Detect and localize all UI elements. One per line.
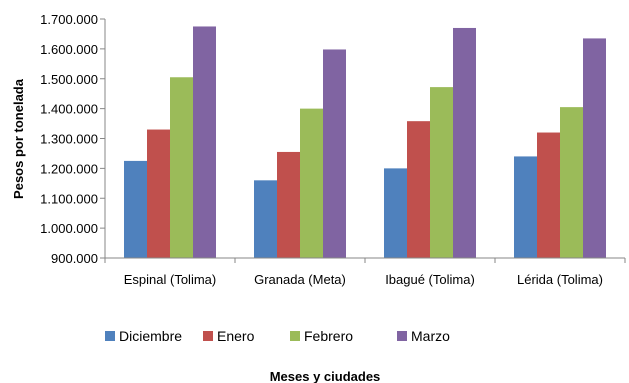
x-category-label: Granada (Meta): [254, 272, 346, 287]
bar-diciembre-1: [124, 160, 147, 258]
y-tick-label: 1.700.000: [40, 12, 98, 27]
y-tick-label: 1.300.000: [40, 132, 98, 147]
bar-febrero-1: [170, 77, 193, 258]
legend-swatch-diciembre: [105, 331, 115, 341]
x-category-label: Ibagué (Tolima): [385, 272, 475, 287]
bars: [124, 26, 606, 259]
bar-febrero-2: [300, 108, 323, 258]
legend-swatch-febrero: [290, 331, 300, 341]
bar-febrero-3: [430, 87, 453, 259]
bar-diciembre-3: [384, 168, 407, 258]
bar-enero-4: [537, 132, 560, 258]
y-tick-label: 1.200.000: [40, 161, 98, 176]
legend-label-enero: Enero: [217, 328, 255, 344]
legend: Diciembre Enero Febrero Marzo: [105, 328, 450, 344]
x-category-label: Espinal (Tolima): [124, 272, 216, 287]
y-tick-label: 1.400.000: [40, 102, 98, 117]
x-category-label: Lérida (Tolima): [517, 272, 603, 287]
legend-swatch-enero: [203, 331, 213, 341]
x-axis-category-labels: Espinal (Tolima) Granada (Meta) Ibagué (To…: [124, 272, 603, 287]
legend-label-febrero: Febrero: [304, 328, 353, 344]
y-axis-title: Pesos por tonelada: [11, 78, 26, 199]
bar-enero-2: [277, 151, 300, 258]
y-tick-label: 1.000.000: [40, 221, 98, 236]
bar-diciembre-2: [254, 180, 277, 258]
bar-diciembre-4: [514, 156, 537, 258]
axes: [104, 19, 626, 263]
bar-marzo-2: [323, 49, 346, 258]
bar-febrero-4: [560, 107, 583, 258]
legend-swatch-marzo: [397, 331, 407, 341]
bar-marzo-4: [583, 38, 606, 259]
bar-marzo-3: [453, 27, 476, 259]
y-axis-ticks: 900.000 1.000.000 1.100.000 1.200.000 1.300.…: [40, 12, 105, 266]
bar-enero-1: [147, 129, 170, 258]
bar-marzo-1: [193, 26, 216, 258]
y-tick-label: 1.600.000: [40, 42, 98, 57]
x-axis-title: Meses y ciudades: [270, 369, 381, 383]
legend-label-diciembre: Diciembre: [119, 328, 182, 344]
bar-enero-3: [407, 121, 430, 258]
legend-label-marzo: Marzo: [411, 328, 450, 344]
y-tick-label: 1.100.000: [40, 191, 98, 206]
y-tick-label: 1.500.000: [40, 72, 98, 87]
y-tick-label: 900.000: [51, 251, 98, 266]
